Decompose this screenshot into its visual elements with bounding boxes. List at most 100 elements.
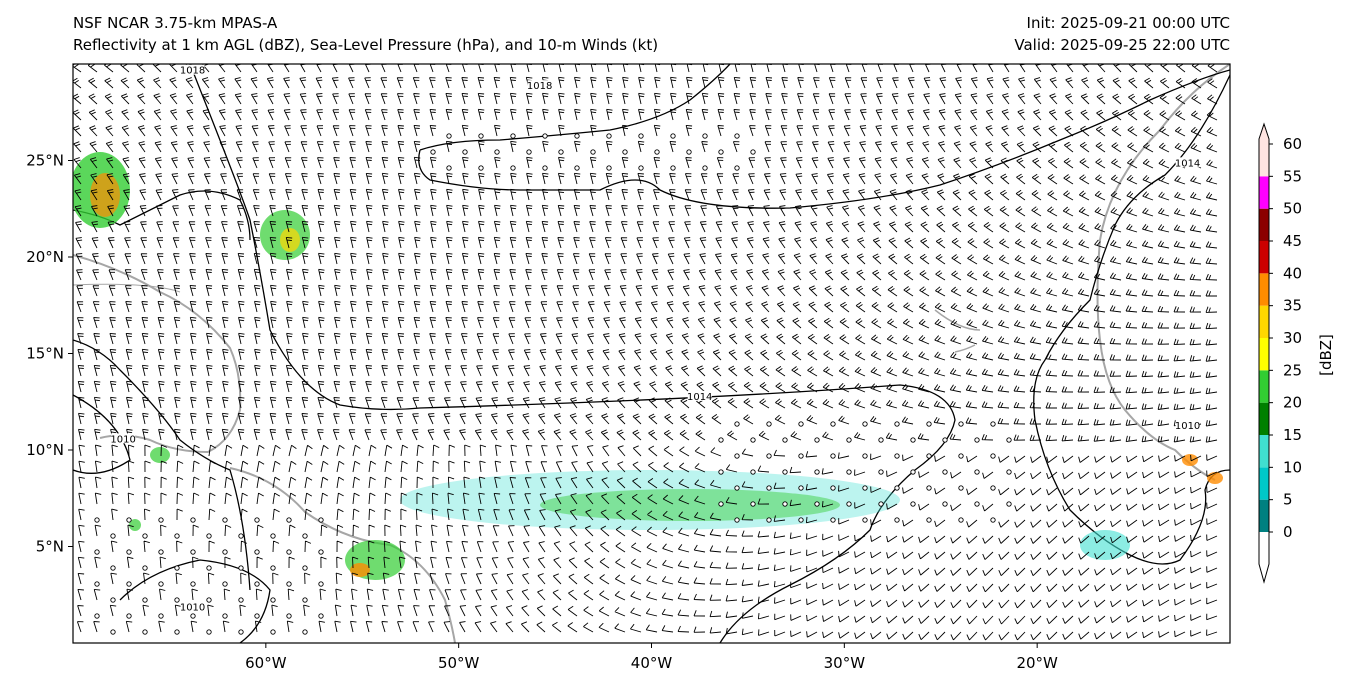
calm-circle bbox=[126, 613, 132, 619]
calm-circle bbox=[894, 517, 900, 523]
calm-circle bbox=[94, 581, 100, 587]
model-title: NSF NCAR 3.75-km MPAS-A bbox=[73, 14, 278, 32]
calm-circle bbox=[766, 485, 772, 491]
calm-circle bbox=[430, 149, 436, 155]
wind-barbs bbox=[73, 64, 1218, 641]
colorbar-segment bbox=[1259, 176, 1269, 209]
colorbar-segment bbox=[1259, 241, 1269, 274]
valid-time: Valid: 2025-09-25 22:00 UTC bbox=[1014, 36, 1230, 54]
colorbar-segment bbox=[1259, 338, 1269, 371]
calm-circle bbox=[254, 613, 260, 619]
calm-circle bbox=[974, 437, 980, 443]
colorbar-tick-label: 20 bbox=[1283, 394, 1302, 412]
isobar-1014-east bbox=[1033, 74, 1230, 565]
x-tick-label: 50°W bbox=[438, 654, 480, 672]
calm-circle bbox=[174, 565, 180, 571]
calm-circle bbox=[206, 597, 212, 603]
colorbar-segment bbox=[1259, 208, 1269, 241]
calm-circle bbox=[174, 533, 180, 539]
colorbar-label: [dBZ] bbox=[1317, 334, 1335, 376]
calm-circle bbox=[270, 533, 276, 539]
calm-circle bbox=[974, 469, 980, 475]
calm-circle bbox=[222, 549, 228, 555]
calm-circle bbox=[158, 517, 164, 523]
colorbar-segment bbox=[1259, 305, 1269, 338]
calm-circle bbox=[174, 629, 180, 635]
calm-circle bbox=[766, 453, 772, 459]
calm-circle bbox=[942, 469, 948, 475]
calm-circle bbox=[590, 149, 596, 155]
calm-circle bbox=[942, 501, 948, 507]
calm-circle bbox=[190, 517, 196, 523]
colorbar-under-extension bbox=[1259, 532, 1269, 582]
calm-circle bbox=[238, 629, 244, 635]
calm-circle bbox=[990, 453, 996, 459]
y-tick-label: 20°N bbox=[26, 248, 64, 266]
reflectivity-colorbar: 0 5 10 15 20 25 30 35 40 45 50 55 60 bbox=[1258, 122, 1302, 584]
calm-circle bbox=[718, 149, 724, 155]
calm-circle bbox=[142, 533, 148, 539]
isobar-label: 1018 bbox=[180, 66, 205, 77]
calm-wind-circles bbox=[94, 133, 1012, 635]
calm-circle bbox=[750, 469, 756, 475]
latitude-axis: 25°N 20°N 15°N 10°N 5°N bbox=[26, 152, 73, 556]
calm-circle bbox=[814, 501, 820, 507]
longitude-axis: 60°W 50°W 40°W 30°W 20°W bbox=[245, 643, 1058, 672]
calm-circle bbox=[878, 437, 884, 443]
calm-circle bbox=[606, 165, 612, 171]
refl-cell bbox=[150, 447, 170, 463]
calm-circle bbox=[798, 517, 804, 523]
colorbar-tick-label: 10 bbox=[1283, 458, 1302, 476]
colorbar-segment bbox=[1259, 370, 1269, 403]
calm-circle bbox=[606, 133, 612, 139]
y-tick-label: 15°N bbox=[26, 345, 64, 363]
calm-circle bbox=[142, 629, 148, 635]
calm-circle bbox=[494, 149, 500, 155]
calm-circle bbox=[654, 149, 660, 155]
isobar-label: 1014 bbox=[687, 392, 712, 403]
calm-circle bbox=[574, 133, 580, 139]
calm-circle bbox=[734, 133, 740, 139]
calm-circle bbox=[958, 421, 964, 427]
calm-circle bbox=[926, 485, 932, 491]
calm-circle bbox=[782, 469, 788, 475]
colorbar-tick-label: 25 bbox=[1283, 361, 1302, 379]
calm-circle bbox=[158, 613, 164, 619]
calm-circle bbox=[830, 485, 836, 491]
calm-circle bbox=[286, 581, 292, 587]
calm-circle bbox=[286, 549, 292, 555]
calm-circle bbox=[510, 165, 516, 171]
colorbar-tick-label: 0 bbox=[1283, 523, 1293, 541]
island-arc bbox=[73, 283, 181, 293]
calm-circle bbox=[126, 581, 132, 587]
calm-circle bbox=[270, 629, 276, 635]
calm-circle bbox=[446, 133, 452, 139]
isobar-label: 1010 bbox=[180, 602, 205, 613]
calm-circle bbox=[222, 517, 228, 523]
calm-circle bbox=[830, 421, 836, 427]
calm-circle bbox=[142, 565, 148, 571]
colorbar-over-extension bbox=[1259, 124, 1269, 144]
calm-circle bbox=[478, 133, 484, 139]
refl-cell bbox=[129, 519, 141, 531]
calm-circle bbox=[894, 485, 900, 491]
colorbar-segment bbox=[1259, 144, 1269, 177]
calm-circle bbox=[302, 597, 308, 603]
calm-circle bbox=[254, 549, 260, 555]
calm-circle bbox=[110, 565, 116, 571]
calm-circle bbox=[238, 565, 244, 571]
calm-circle bbox=[942, 437, 948, 443]
calm-circle bbox=[478, 165, 484, 171]
calm-circle bbox=[158, 549, 164, 555]
calm-circle bbox=[158, 581, 164, 587]
calm-circle bbox=[670, 133, 676, 139]
y-tick-label: 5°N bbox=[36, 538, 64, 556]
cape-verde-islands-2 bbox=[954, 344, 976, 353]
calm-circle bbox=[750, 437, 756, 443]
init-time: Init: 2025-09-21 00:00 UTC bbox=[1026, 14, 1230, 32]
calm-circle bbox=[638, 133, 644, 139]
calm-circle bbox=[958, 453, 964, 459]
calm-circle bbox=[990, 485, 996, 491]
calm-circle bbox=[574, 165, 580, 171]
